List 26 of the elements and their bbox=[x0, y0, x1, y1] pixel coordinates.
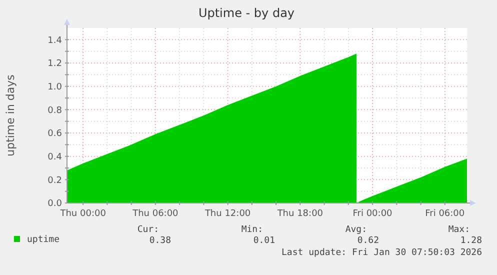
text: Avg: bbox=[345, 225, 367, 235]
y-axis-title: uptime in days bbox=[4, 74, 17, 156]
text: Min: bbox=[241, 225, 263, 235]
legend-label: uptime bbox=[27, 235, 60, 245]
x-tick-label: Fri 00:00 bbox=[352, 209, 393, 219]
x-tick-label: Thu 06:00 bbox=[132, 209, 179, 219]
text: Last update: Fri Jan 30 07:50:03 2026 bbox=[282, 248, 482, 258]
y-tick-label: 0.6 bbox=[48, 129, 62, 140]
text: 1.28 bbox=[460, 236, 482, 246]
y-tick-label: 0.8 bbox=[48, 106, 62, 116]
y-tick-label: 1.0 bbox=[48, 82, 62, 92]
x-tick-label: Thu 18:00 bbox=[276, 209, 324, 219]
y-tick-label: 0.2 bbox=[48, 176, 62, 186]
x-tick-label: Thu 12:00 bbox=[204, 209, 251, 219]
text: 0.38 bbox=[149, 236, 171, 246]
x-tick-label: Fri 06:00 bbox=[425, 209, 465, 219]
x-tick-label: Thu 00:00 bbox=[59, 209, 106, 219]
text: 0.62 bbox=[357, 236, 379, 246]
text: Max: bbox=[448, 225, 470, 235]
text: 0.01 bbox=[253, 236, 275, 246]
y-tick-label: 1.4 bbox=[48, 36, 62, 46]
text: Cur: bbox=[137, 225, 159, 235]
y-tick-label: 0.4 bbox=[48, 152, 62, 162]
y-tick-label: 1.2 bbox=[48, 59, 62, 70]
chart-title: Uptime - by day bbox=[198, 6, 295, 20]
y-tick-label: 0.0 bbox=[48, 199, 62, 210]
